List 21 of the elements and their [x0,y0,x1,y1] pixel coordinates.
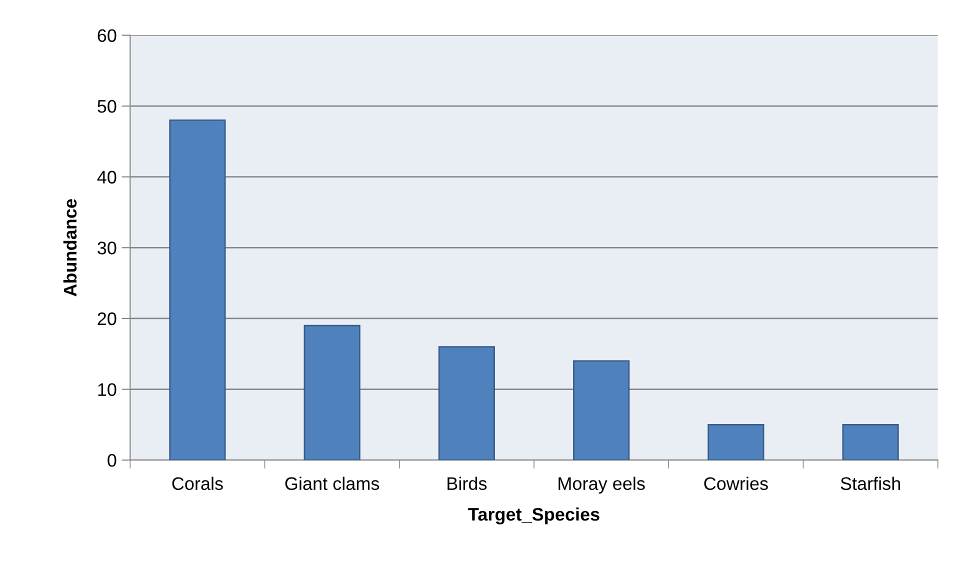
y-tick-label: 40 [97,170,116,184]
y-axis-title: Abundance [63,199,77,296]
y-tick-label: 30 [98,242,116,254]
x-tick-label: Corals [172,476,223,490]
x-tick-label: Starfish [840,476,900,490]
bar [708,424,764,460]
y-tick-label: 20 [98,312,116,326]
bar [573,360,630,460]
bar [304,324,360,460]
y-tick-label: 0 [108,454,116,467]
y-tick-label: 50 [98,100,116,113]
y-tick-label: 60 [98,29,116,42]
x-tick-label: Birds [448,476,487,490]
x-tick-label: Moray eels [558,476,645,494]
bar [842,424,899,460]
bar [169,120,226,460]
x-tick-label: Cowries [704,476,768,490]
bar [438,346,495,460]
x-tick-label: Giant clams [285,476,380,490]
y-tick-label: 10 [98,383,116,396]
x-axis-title: Target_Species [468,507,600,524]
